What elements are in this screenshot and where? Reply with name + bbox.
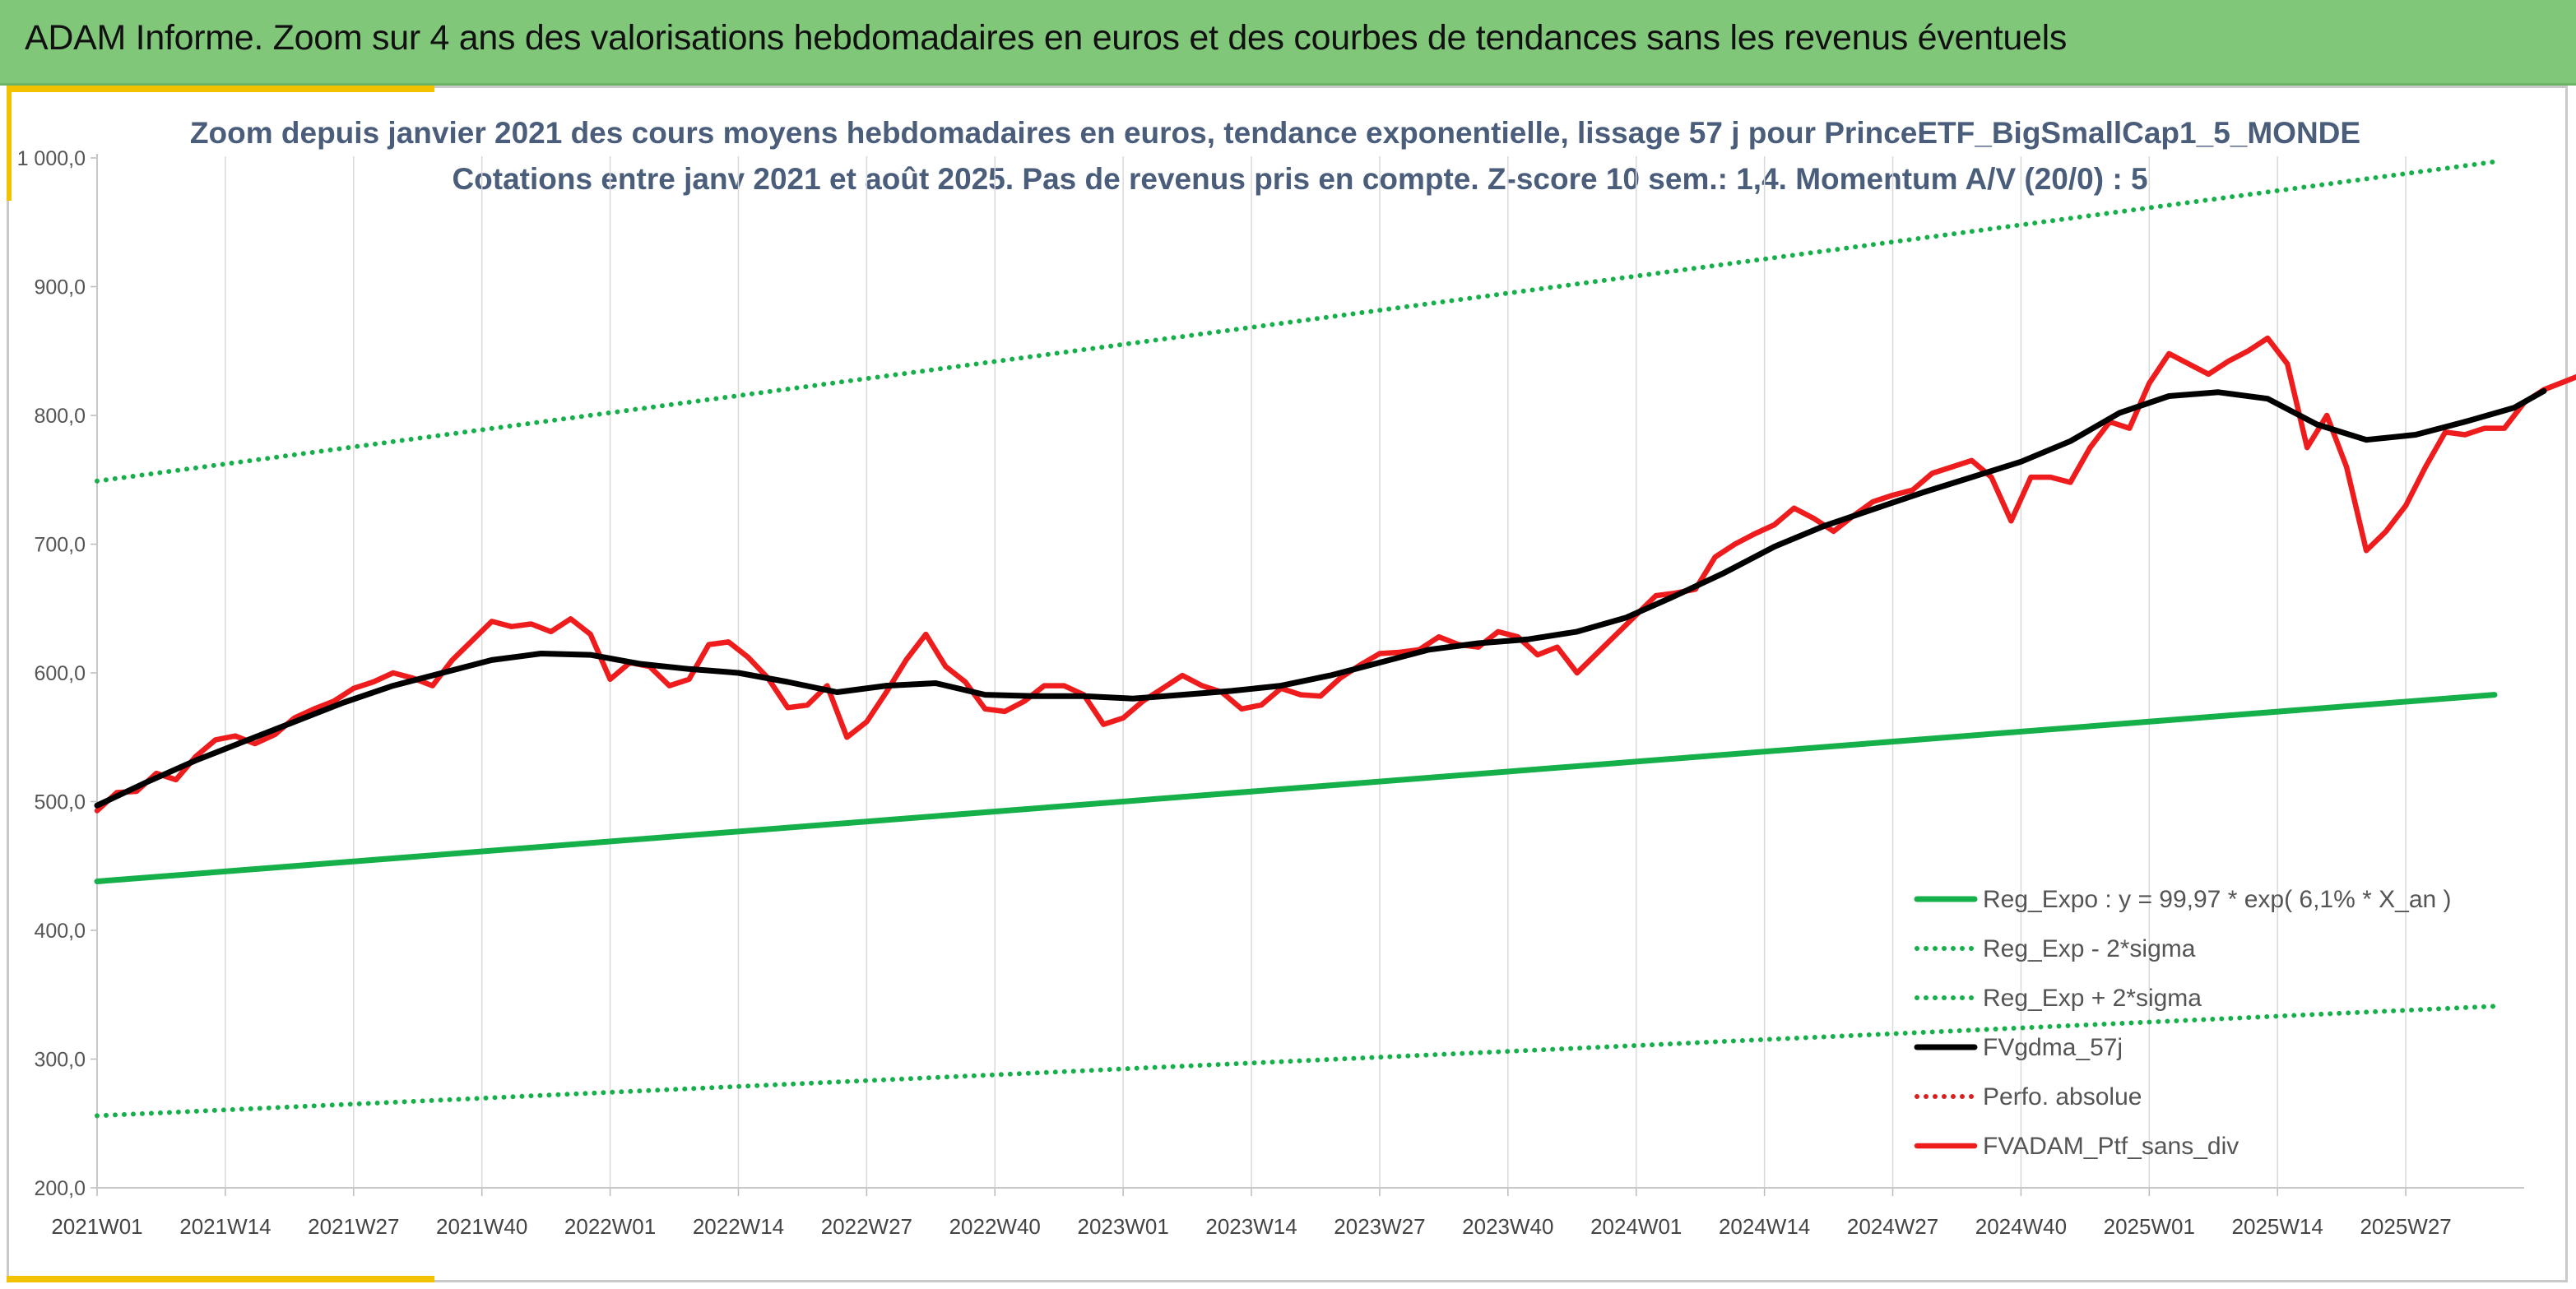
report-title: ADAM Informe. Zoom sur 4 ans des valoris… — [25, 18, 2068, 58]
x-tick-label: 2021W01 — [51, 1214, 142, 1239]
legend-label-reg-exp-2-sigma: Reg_Exp - 2*sigma — [1983, 935, 2196, 962]
series-line-reg-expo-y-99-97-exp-6-1-x-an — [94, 692, 2498, 884]
x-tick-label: 2023W40 — [1462, 1214, 1553, 1239]
chart-title: Zoom depuis janvier 2021 des cours moyen… — [190, 116, 2360, 150]
legend-label-fvadam-ptf-sans-div: FVADAM_Ptf_sans_div — [1983, 1133, 2239, 1160]
chart-subtitle: Cotations entre janv 2021 et août 2025. … — [452, 162, 2147, 196]
x-tick-label: 2021W40 — [436, 1214, 527, 1239]
series-line-reg-exp-2-sigma — [95, 1004, 2497, 1119]
y-tick-label: 500,0 — [34, 791, 86, 814]
legend-label-reg-expo-y-99-97-exp-6-1-x-an: Reg_Expo : y = 99,97 * exp( 6,1% * X_an … — [1983, 886, 2452, 913]
y-tick-label: 700,0 — [34, 534, 86, 557]
x-tick-label: 2023W14 — [1205, 1214, 1297, 1239]
x-tick-label: 2022W14 — [693, 1214, 784, 1239]
legend: Reg_Expo : y = 99,97 * exp( 6,1% * X_an … — [1914, 886, 2452, 1160]
x-tick-label: 2024W14 — [1719, 1214, 1810, 1239]
x-tick-label: 2022W01 — [564, 1214, 656, 1239]
top-accent-bar — [7, 86, 434, 92]
y-tick-label: 600,0 — [34, 662, 86, 685]
y-tick-label: 1 000,0 — [17, 147, 86, 170]
x-tick-label: 2024W27 — [1847, 1214, 1938, 1239]
x-tick-label: 2025W01 — [2104, 1214, 2195, 1239]
bottom-accent-bar — [7, 1276, 434, 1282]
x-tick-label: 2022W27 — [821, 1214, 912, 1239]
axes: 2021W01 2021W14 2021W27 2021W40 2022W01 2022W… — [17, 147, 2524, 1239]
series-line-fvgdma-57j — [94, 387, 2547, 809]
x-tick-label: 2021W14 — [179, 1214, 271, 1239]
series — [94, 159, 2576, 1119]
left-accent-bar — [7, 86, 12, 201]
y-tick-label: 800,0 — [34, 405, 86, 428]
y-tick-label: 300,0 — [34, 1049, 86, 1072]
x-tick-label: 2023W27 — [1334, 1214, 1425, 1239]
legend-label-reg-exp-2-sigma: Reg_Exp + 2*sigma — [1983, 985, 2202, 1012]
legend-label-fvgdma-57j: FVgdma_57j — [1983, 1034, 2123, 1061]
y-tick-label: 900,0 — [34, 276, 86, 299]
x-tick-label: 2024W40 — [1975, 1214, 2067, 1239]
x-tick-label: 2021W27 — [308, 1214, 399, 1239]
x-tick-label: 2025W27 — [2360, 1214, 2451, 1239]
y-tick-label: 400,0 — [34, 920, 86, 943]
series-line-reg-exp-2-sigma — [95, 159, 2497, 484]
x-tick-label: 2022W40 — [949, 1214, 1041, 1239]
y-tick-label: 200,0 — [34, 1177, 86, 1200]
x-tick-label: 2024W01 — [1590, 1214, 1682, 1239]
report-header: ADAM Informe. Zoom sur 4 ans des valoris… — [0, 0, 2576, 86]
legend-label-perfo-absolue: Perfo. absolue — [1983, 1083, 2142, 1110]
x-tick-label: 2025W14 — [2232, 1214, 2323, 1239]
series-line-fvadam-ptf-sans-div — [94, 335, 2576, 814]
x-tick-label: 2023W01 — [1077, 1214, 1168, 1239]
